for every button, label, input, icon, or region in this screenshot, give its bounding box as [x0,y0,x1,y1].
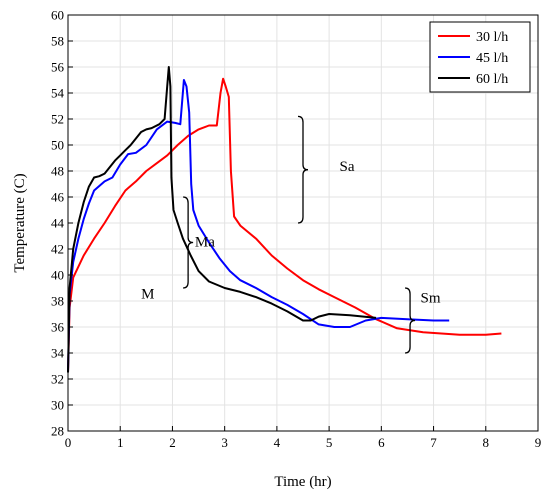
x-tick-label: 3 [221,435,228,450]
y-tick-label: 54 [51,86,65,101]
y-tick-label: 48 [51,164,64,179]
legend-label-3: 60 l/h [476,72,508,87]
y-tick-label: 46 [51,190,65,205]
series-line-2 [67,79,450,373]
x-axis-ticks: 0 1 2 3 4 5 6 7 8 9 [65,426,542,450]
x-tick-label: 7 [430,435,437,450]
x-tick-label: 5 [326,435,333,450]
grid [67,14,539,432]
series-line-1 [67,77,502,373]
y-tick-label: 30 [51,398,64,413]
bracket-ma [183,196,194,289]
annotation-sm: Sm [421,290,441,306]
y-tick-label: 60 [51,8,64,23]
y-tick-label: 44 [51,216,65,231]
y-tick-label: 42 [51,242,64,257]
y-tick-label: 58 [51,34,64,49]
x-tick-label: 4 [274,435,281,450]
x-tick-label: 0 [65,435,72,450]
annotation-ma: Ma [195,234,215,250]
bracket-sm [405,287,416,354]
annotations: Sa Ma M Sm [141,115,441,354]
y-tick-label: 34 [51,346,65,361]
y-tick-label: 28 [51,424,64,439]
legend-label-2: 45 l/h [476,51,508,66]
bracket-sa [297,115,309,224]
x-tick-label: 6 [378,435,385,450]
series-lines [67,66,502,373]
y-tick-label: 38 [51,294,64,309]
x-axis-label: Time (hr) [274,474,331,490]
series-line-3 [67,66,377,373]
x-tick-label: 8 [483,435,490,450]
y-tick-label: 40 [51,268,64,283]
y-axis-label: Temperature (C) [12,173,28,272]
annotation-m: M [141,286,154,302]
y-tick-label: 50 [51,138,64,153]
annotation-sa: Sa [340,159,355,175]
y-tick-label: 52 [51,112,64,127]
y-tick-label: 32 [51,372,64,387]
legend: 30 l/h 45 l/h 60 l/h [429,21,531,93]
y-tick-label: 36 [51,320,65,335]
x-tick-label: 2 [169,435,176,450]
x-tick-label: 1 [117,435,124,450]
y-tick-label: 56 [51,60,65,75]
y-axis-ticks: 28 30 32 34 36 38 40 42 44 46 48 50 52 54 56 58 60 [51,8,73,439]
legend-label-1: 30 l/h [476,30,508,45]
x-tick-label: 9 [535,435,542,450]
